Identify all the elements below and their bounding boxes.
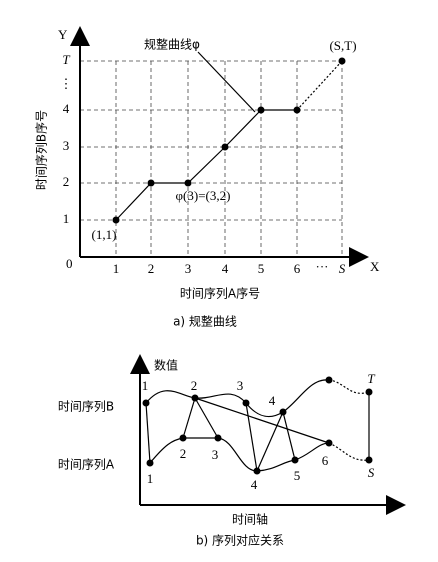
point-label: 3 — [237, 378, 244, 393]
x-tick: 2 — [148, 261, 155, 276]
y-tick: 3 — [63, 138, 70, 153]
points — [142, 376, 373, 475]
x-tick: 3 — [185, 261, 192, 276]
x-label: 时间轴 — [232, 512, 268, 527]
origin: 0 — [66, 256, 73, 271]
caption: a) 规整曲线 — [173, 314, 237, 329]
y-tick: 2 — [63, 174, 70, 189]
point-label: 2 — [180, 446, 187, 461]
path-points — [112, 57, 346, 224]
series-a-curve — [149, 437, 330, 472]
point-label: 4 — [251, 477, 258, 492]
y-tick: 4 — [63, 101, 70, 116]
panel-b: 数值 时间轴 b) 序列对应关系 时间序列B 时间序列A 1 2 3 4 T 1… — [58, 354, 406, 548]
point-label: φ(3)=(3,2) — [176, 188, 231, 203]
y-tick: T — [62, 52, 70, 67]
x-tick: 5 — [258, 261, 265, 276]
alignments — [145, 392, 370, 472]
point-label: 6 — [322, 453, 329, 468]
x-tick: 1 — [113, 261, 120, 276]
y-label: 时间序列B序号 — [34, 110, 49, 190]
caption: b) 序列对应关系 — [196, 533, 284, 548]
point-label: 1 — [147, 471, 154, 486]
series-b-dotted — [328, 379, 370, 394]
series-a-dotted — [328, 442, 370, 461]
point-label: S — [368, 465, 375, 480]
axis-name: X — [370, 259, 380, 274]
series-name: 时间序列A — [58, 457, 115, 472]
y-label: 数值 — [154, 358, 178, 373]
warp-path — [115, 109, 297, 221]
x-tick: ··· — [316, 259, 329, 274]
point-label: 3 — [212, 447, 219, 462]
point-label: (S,T) — [329, 38, 356, 53]
x-tick: 6 — [294, 261, 301, 276]
axis-name: Y — [58, 27, 68, 42]
grid — [80, 60, 343, 257]
point-label: 1 — [142, 378, 149, 393]
panel-a: Y X 0 1 2 3 4 5 6 ··· S 1 2 3 4 ⋮ T 时间序列… — [34, 26, 380, 329]
curve-label: 规整曲线φ — [144, 37, 200, 52]
point-label: (1,1) — [92, 227, 117, 242]
x-label: 时间序列A序号 — [180, 286, 260, 301]
x-tick: 4 — [222, 261, 229, 276]
point-label: 2 — [191, 378, 198, 393]
y-tick: ⋮ — [60, 76, 73, 91]
y-tick: 1 — [63, 211, 70, 226]
callout — [197, 51, 256, 113]
point-label: 4 — [269, 393, 276, 408]
series-name: 时间序列B — [58, 399, 114, 414]
point-label: T — [367, 371, 375, 386]
x-tick: S — [339, 261, 346, 276]
point-label: 5 — [294, 468, 301, 483]
warp-path-dotted — [296, 60, 343, 111]
